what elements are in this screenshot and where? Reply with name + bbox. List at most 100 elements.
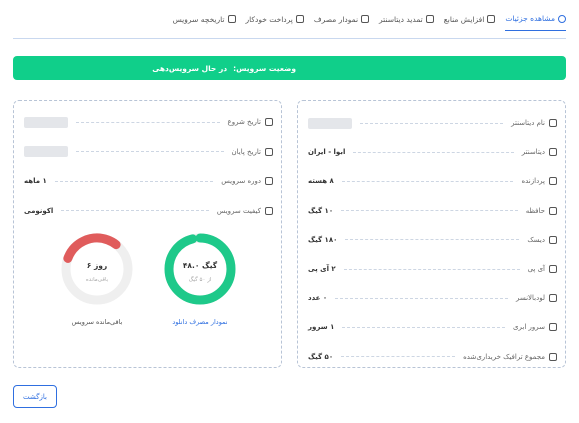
info-row: لودبالانسر ۰ عدد	[308, 291, 557, 305]
info-row: دوره سرویس ۱ ماهه	[24, 174, 273, 188]
tab[interactable]: تاریخچه سرویس	[173, 10, 236, 31]
row-icon	[549, 265, 557, 273]
row-value: ۱ ماهه	[24, 177, 47, 185]
row-label: تاریخ شروع	[227, 118, 261, 126]
value-placeholder	[308, 117, 352, 129]
info-row: دیتاسنتر ابوا - ایران	[308, 145, 557, 159]
row-label: دیسک	[527, 235, 545, 244]
info-row: دیسک ۱۸۰ گیگ	[308, 233, 557, 247]
row-dash	[353, 151, 514, 153]
row-label: سرور ابری	[513, 323, 545, 332]
row-dash	[61, 210, 209, 211]
info-row: آی پی ۲ آی پی	[308, 262, 557, 276]
donut-sub: باقی‌مانده	[86, 277, 109, 283]
value-placeholder	[24, 146, 68, 157]
row-label: تاریخ پایان	[231, 147, 261, 156]
tab[interactable]: افزایش منابع	[444, 10, 496, 31]
tab-label: پرداخت خودکار	[245, 14, 293, 24]
info-row: حافظه ۱۰ گیگ	[308, 204, 557, 218]
row-value: ۸ هسته	[308, 177, 334, 186]
tab[interactable]: پرداخت خودکار	[246, 10, 304, 31]
donut-caption: باقی‌مانده سرویس	[72, 318, 123, 326]
tab-label: نمودار مصرف	[313, 14, 359, 24]
status-value: در حال سرویس‌دهی	[152, 63, 228, 73]
tab-icon	[361, 15, 370, 23]
row-value: ۲ آی پی	[308, 265, 336, 273]
info-row: نام دیتاسنتر	[308, 116, 557, 130]
row-label: مجموع ترافیک خریداری‌شده	[463, 352, 545, 361]
row-icon	[549, 148, 557, 157]
row-dash	[76, 151, 224, 152]
row-dash	[360, 122, 504, 124]
donut-arc	[164, 233, 236, 305]
row-icon	[549, 352, 557, 361]
row-label: حافظه	[525, 206, 545, 215]
row-label: کیفیت سرویس	[216, 206, 261, 215]
row-icon	[265, 206, 273, 215]
value-placeholder	[24, 116, 68, 128]
info-row: سرور ابری ۱ سرور	[308, 320, 557, 334]
row-value: ۱۸۰ گیگ	[308, 235, 338, 244]
row-value: ابوا - ایران	[308, 148, 346, 157]
tab-icon	[558, 14, 566, 23]
row-value: اکونومی	[24, 206, 54, 215]
row-icon	[549, 235, 557, 244]
row-label: پردازنده	[521, 177, 545, 186]
details-panel: نام دیتاسنتر دیتاسنتر ابوا - ایران پردازنده…	[297, 100, 566, 368]
tab-icon	[487, 15, 496, 23]
row-icon	[265, 177, 273, 185]
row-icon	[265, 147, 273, 156]
row-dash	[343, 268, 520, 270]
tab-label: افزایش منابع	[443, 14, 485, 24]
status-label: وضعیت سرویس:	[233, 63, 296, 73]
tab-label: تاریخچه سرویس	[172, 14, 225, 24]
row-icon	[549, 177, 557, 186]
info-row: کیفیت سرویس اکونومی	[24, 204, 273, 218]
row-label: دوره سرویس	[221, 177, 261, 185]
tab-label: مشاهده جزئیات	[505, 14, 555, 23]
tab-bar: مشاهده جزئیات افزایش منابع تمدید دیتاسنتر ن…	[173, 10, 566, 31]
donut-value: ۴۸.۰ گیگ	[183, 261, 218, 270]
row-label: دیتاسنتر	[521, 148, 545, 157]
status-bar: وضعیت سرویس: در حال سرویس‌دهی	[13, 56, 566, 80]
donut-caption: نمودار مصرف دانلود	[172, 318, 227, 326]
row-icon	[265, 118, 273, 126]
tab-icon	[227, 15, 236, 23]
row-dash	[342, 326, 506, 328]
row-dash	[335, 297, 508, 299]
row-dash	[341, 180, 514, 182]
row-icon	[549, 119, 557, 127]
row-value: ۵۰ گیگ	[308, 352, 334, 361]
tab[interactable]: تمدید دیتاسنتر	[379, 10, 434, 31]
row-label: لودبالانسر	[516, 294, 545, 303]
row-dash	[76, 121, 220, 123]
info-row: تاریخ پایان	[24, 145, 273, 159]
info-row: پردازنده ۸ هسته	[308, 174, 557, 188]
row-icon	[549, 323, 557, 332]
row-value: ۰ عدد	[308, 294, 328, 303]
info-row: مجموع ترافیک خریداری‌شده ۵۰ گیگ	[308, 350, 557, 364]
row-dash	[341, 210, 518, 212]
row-label: آی پی	[527, 265, 545, 273]
row-dash	[341, 356, 456, 358]
back-button[interactable]: بازگشت	[13, 385, 57, 408]
tab[interactable]: نمودار مصرف	[313, 10, 370, 31]
tab-icon	[295, 15, 304, 23]
tab-icon	[425, 15, 434, 23]
row-dash	[345, 239, 520, 241]
donut-value: ۶ روز	[87, 261, 108, 270]
row-label: نام دیتاسنتر	[511, 119, 545, 127]
row-icon	[549, 294, 557, 303]
row-icon	[549, 206, 557, 215]
charts: ۴۸.۰ گیگ از ۵۰ گیگ نمودار مصرف دانلود ۶ روز…	[61, 233, 236, 326]
tab[interactable]: مشاهده جزئیات	[505, 10, 566, 31]
donut-sub: از ۵۰ گیگ	[189, 276, 212, 283]
service-panel: ۴۸.۰ گیگ از ۵۰ گیگ نمودار مصرف دانلود ۶ روز…	[13, 100, 282, 368]
row-value: ۱۰ گیگ	[308, 206, 334, 215]
tab-label: تمدید دیتاسنتر	[379, 14, 423, 24]
row-dash	[54, 180, 214, 182]
row-value: ۱ سرور	[308, 323, 335, 332]
